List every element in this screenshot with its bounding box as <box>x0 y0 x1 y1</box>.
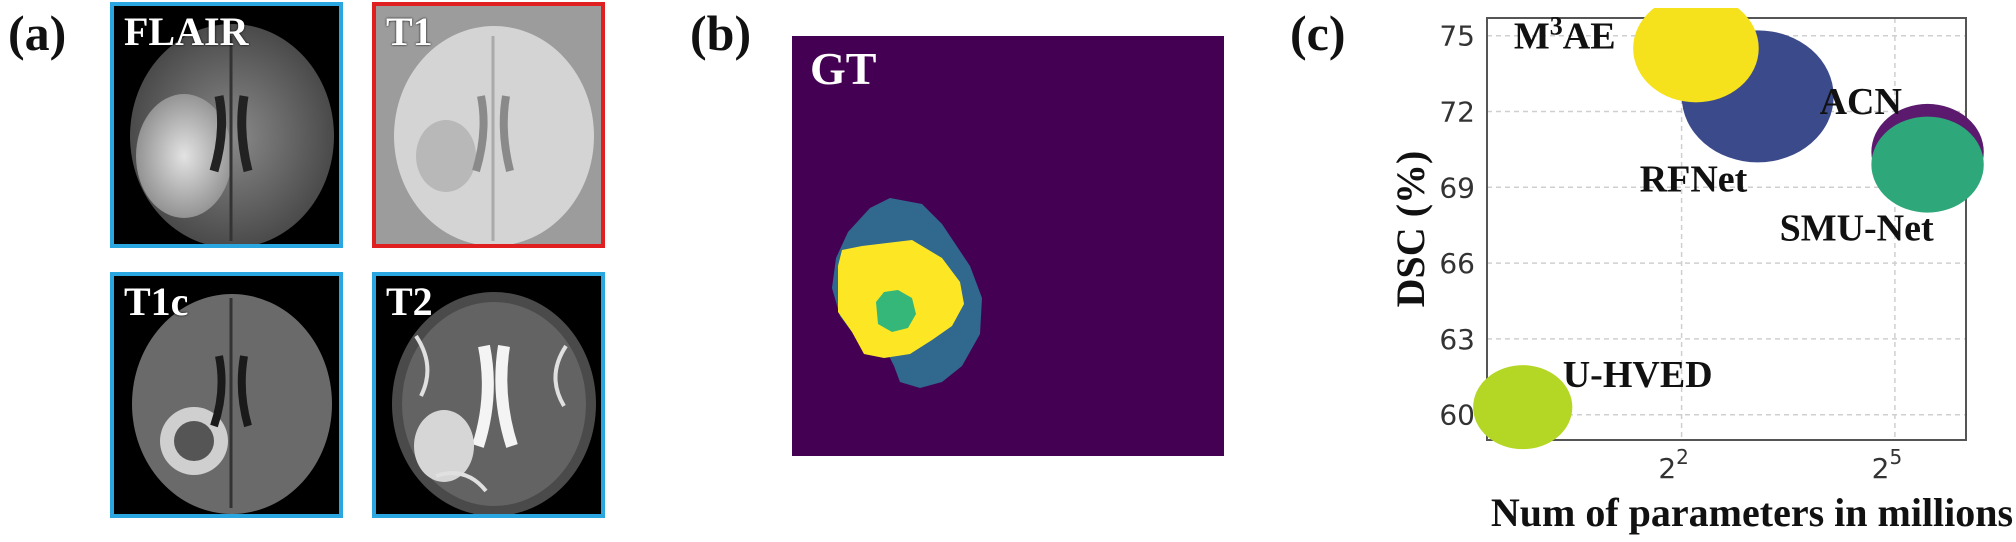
panel-label-b: (b) <box>690 5 752 61</box>
mri-t2-image: T2 <box>372 272 605 518</box>
y-tick-label: 66 <box>1439 247 1475 280</box>
mri-t1c-image: T1c <box>110 272 343 518</box>
y-tick-label: 60 <box>1439 399 1475 432</box>
bubble-label-rfnet: RFNet <box>1640 158 1748 200</box>
tick-labels: 60 63 66 69 72 75 22 25 <box>1439 20 1902 485</box>
panel-label-a: (a) <box>8 5 67 61</box>
bubble-u-hved <box>1473 365 1573 450</box>
gt-label: GT <box>810 43 877 94</box>
bubble-chart: M3AE RFNet ACN SMU-Net U-HVED 60 63 66 69 72 75 22… <box>1388 8 2013 535</box>
mri-t1-image: T1 <box>372 2 605 248</box>
x-tick-label: 25 <box>1872 445 1903 485</box>
gt-segmentation: GT <box>792 36 1224 456</box>
bubble-label-smu-net: SMU-Net <box>1780 208 1934 250</box>
bubble-label-acn: ACN <box>1820 81 1902 123</box>
y-tick-label: 63 <box>1439 323 1475 356</box>
bubble-labels: M3AE RFNet ACN SMU-Net U-HVED <box>1514 11 1934 396</box>
bubble-label-m3ae: M3AE <box>1514 11 1616 57</box>
x-axis-title: Num of parameters in millions <box>1491 490 2013 535</box>
bubble-smu-net <box>1871 116 1984 213</box>
mri-flair-label: FLAIR <box>124 9 249 54</box>
bubble-m3ae <box>1633 8 1759 103</box>
mri-t1-label: T1 <box>386 9 433 54</box>
bubble-label-u-hved: U-HVED <box>1563 354 1713 396</box>
panel-label-c: (c) <box>1290 5 1346 61</box>
y-axis-title: DSC (%) <box>1388 151 1433 308</box>
x-tick-label: 22 <box>1658 445 1689 485</box>
y-tick-label: 75 <box>1439 20 1475 53</box>
bubble-layer <box>1473 8 1984 450</box>
mri-t1c-label: T1c <box>124 279 189 324</box>
gt-necrotic-region <box>876 290 916 332</box>
y-tick-label: 69 <box>1439 171 1475 204</box>
mri-t2-label: T2 <box>386 279 433 324</box>
y-tick-label: 72 <box>1439 95 1475 128</box>
mri-flair-image: FLAIR <box>110 2 343 248</box>
